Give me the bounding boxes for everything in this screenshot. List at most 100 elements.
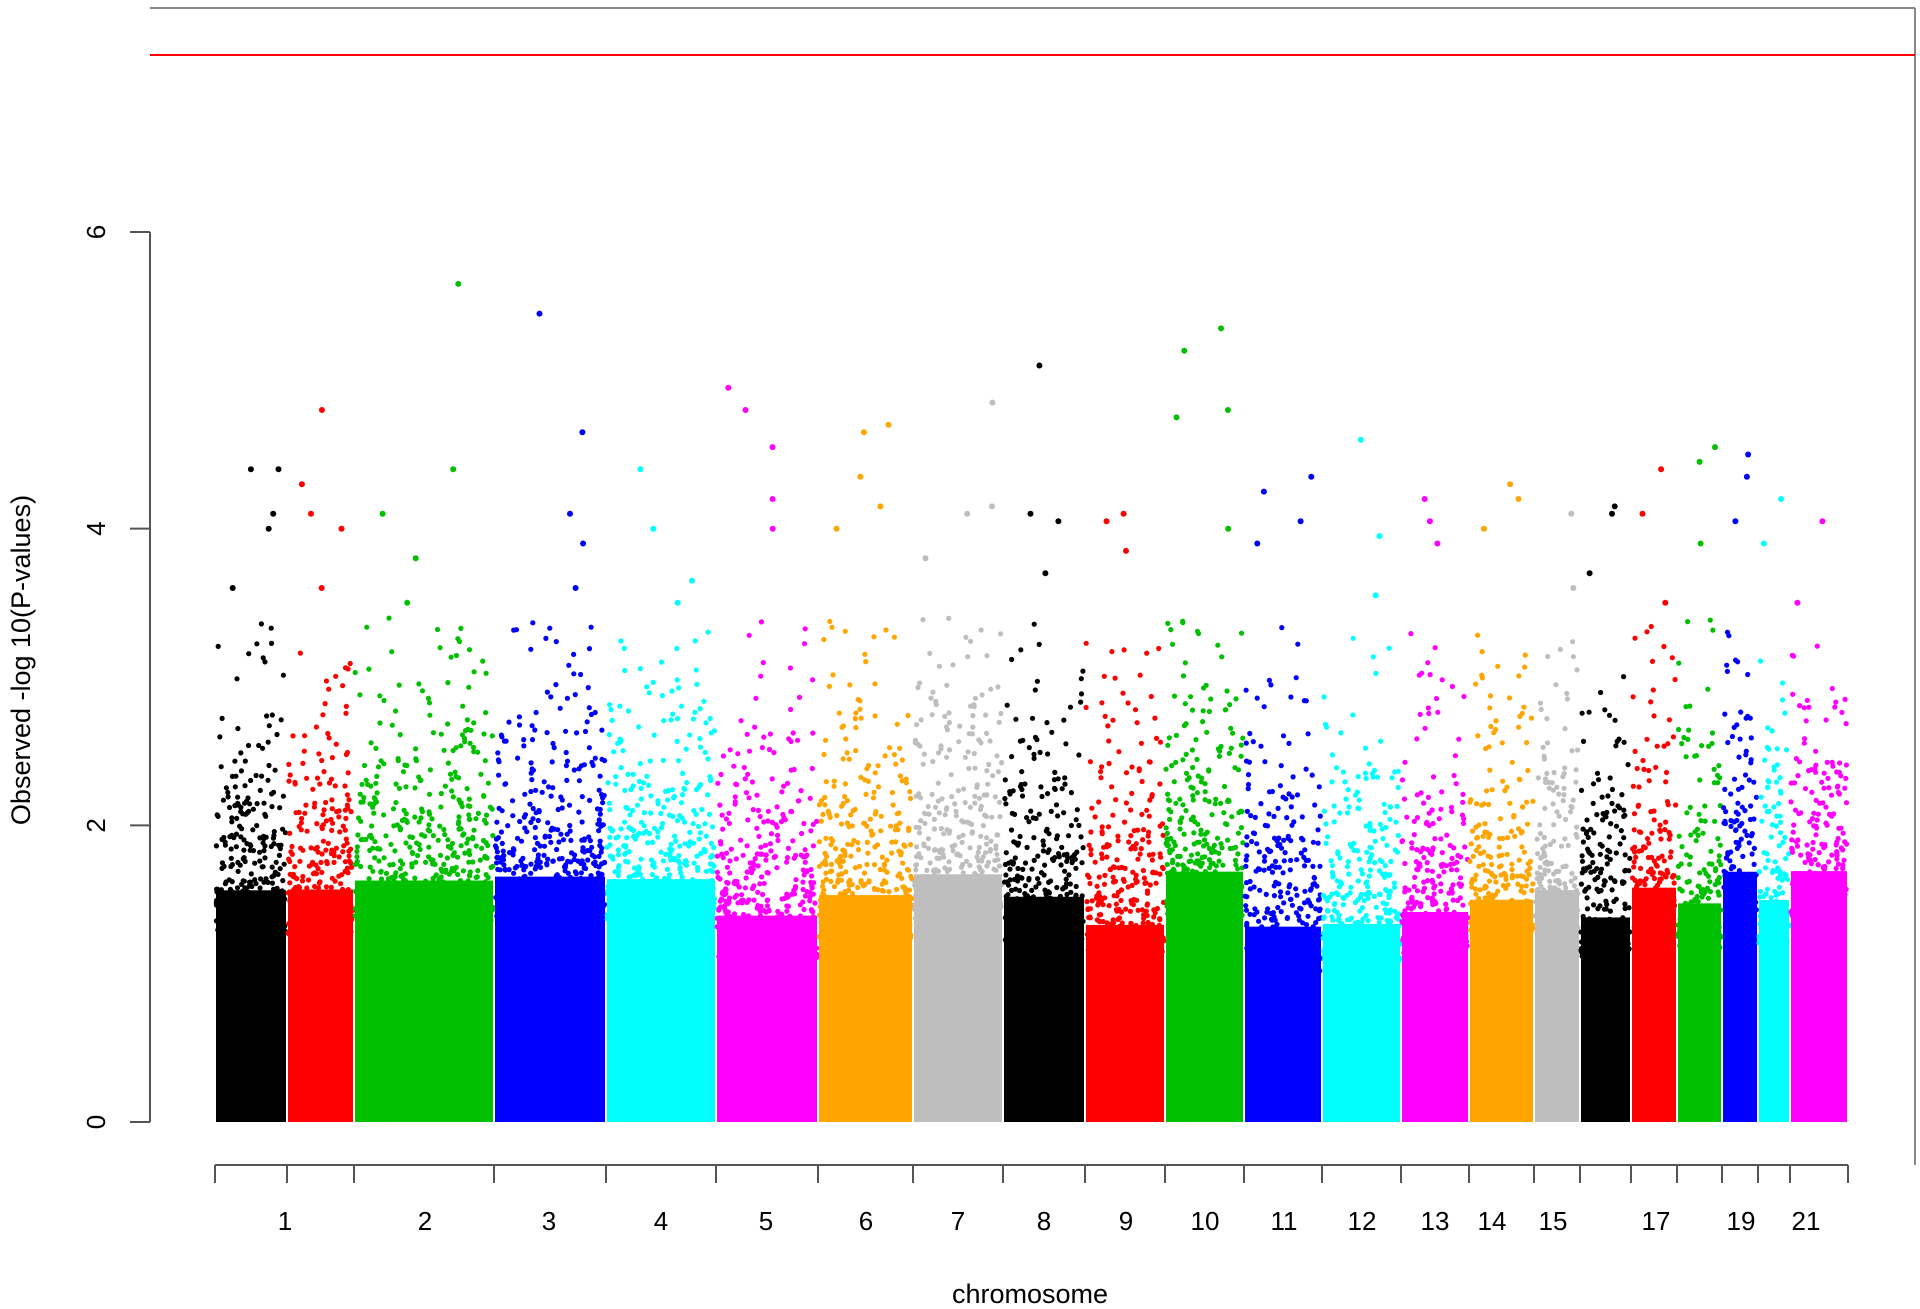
snp-point: [352, 669, 358, 676]
snp-point: [727, 858, 733, 864]
snp-point: [499, 840, 505, 847]
snp-point: [586, 916, 592, 922]
snp-point: [690, 716, 697, 722]
snp-point: [482, 758, 488, 764]
snp-point: [1029, 715, 1036, 721]
snp-point: [1335, 891, 1341, 898]
snp-point: [1073, 892, 1079, 898]
snp-point: [1345, 810, 1351, 816]
snp-point: [1144, 888, 1151, 894]
snp-point: [700, 893, 706, 899]
snp-point: [367, 833, 373, 839]
snp-point: [874, 933, 881, 939]
snp-point: [1009, 754, 1015, 760]
snp-point: [1244, 923, 1250, 929]
snp-point: [957, 892, 964, 899]
snp-point: [627, 812, 633, 818]
snp-point: [846, 882, 852, 888]
snp-point: [314, 775, 321, 781]
snp-point: [1243, 907, 1250, 913]
snp-point: [1025, 916, 1031, 922]
snp-point: [774, 865, 780, 871]
snp-point: [458, 625, 464, 632]
snp-point: [678, 800, 685, 806]
snp-point: [1272, 958, 1278, 964]
peak-point: [412, 555, 419, 562]
snp-point: [699, 806, 705, 813]
snp-point: [741, 940, 747, 946]
snp-point: [888, 823, 894, 829]
snp-point: [791, 855, 797, 861]
snp-point: [271, 841, 277, 847]
snp-point: [533, 709, 539, 716]
snp-point: [738, 837, 744, 843]
snp-point: [996, 719, 1002, 725]
snp-point: [1193, 737, 1199, 743]
snp-point: [320, 712, 326, 718]
snp-point: [510, 852, 516, 858]
snp-point: [566, 909, 572, 915]
snp-point: [575, 885, 582, 892]
snp-point: [366, 876, 372, 882]
snp-point: [757, 813, 763, 820]
snp-point: [1147, 882, 1153, 888]
snp-point: [798, 852, 804, 858]
snp-point: [1204, 829, 1210, 835]
snp-point: [348, 860, 354, 866]
snp-point: [386, 615, 392, 621]
snp-point: [1425, 660, 1431, 666]
snp-point: [1015, 865, 1021, 872]
snp-point: [471, 669, 477, 675]
snp-point: [524, 884, 530, 890]
snp-point: [739, 900, 745, 906]
snp-point: [440, 879, 446, 885]
snp-point: [417, 916, 423, 922]
snp-point: [564, 758, 571, 764]
snp-point: [242, 758, 248, 764]
snp-point: [638, 785, 644, 792]
snp-point: [889, 850, 895, 856]
snp-point: [233, 773, 239, 779]
snp-point: [1142, 930, 1148, 937]
snp-point: [592, 709, 598, 716]
snp-point: [785, 935, 791, 941]
snp-point: [780, 811, 786, 818]
snp-point: [1208, 696, 1214, 702]
snp-point: [441, 861, 447, 868]
snp-point: [944, 754, 950, 760]
snp-point: [1010, 860, 1017, 866]
snp-point: [1261, 704, 1267, 710]
snp-point: [222, 881, 228, 887]
snp-point: [328, 904, 334, 910]
snp-point: [877, 866, 883, 873]
snp-point: [1145, 833, 1151, 839]
snp-point: [846, 905, 852, 912]
snp-point: [1411, 832, 1417, 838]
snp-point: [344, 749, 351, 756]
snp-point: [1364, 849, 1370, 855]
snp-point: [1123, 948, 1129, 954]
snp-point: [363, 921, 369, 927]
snp-point: [1186, 775, 1192, 781]
snp-point: [1340, 895, 1346, 901]
snp-point: [977, 857, 983, 864]
snp-point: [1088, 851, 1094, 858]
snp-point: [749, 779, 756, 785]
snp-point: [583, 901, 589, 907]
snp-point: [1233, 696, 1239, 702]
snp-point: [1333, 961, 1339, 968]
snp-point: [456, 814, 462, 820]
snp-point: [1367, 820, 1373, 827]
snp-point: [913, 862, 919, 868]
snp-point: [302, 810, 308, 816]
snp-point: [1326, 948, 1332, 954]
snp-point: [1373, 670, 1379, 677]
snp-point: [779, 789, 785, 795]
snp-point: [841, 848, 848, 854]
snp-point: [727, 747, 733, 753]
snp-point: [1041, 842, 1047, 848]
snp-point: [810, 677, 816, 683]
snp-point: [1287, 966, 1293, 972]
snp-point: [1258, 963, 1264, 969]
snp-point: [481, 731, 487, 737]
